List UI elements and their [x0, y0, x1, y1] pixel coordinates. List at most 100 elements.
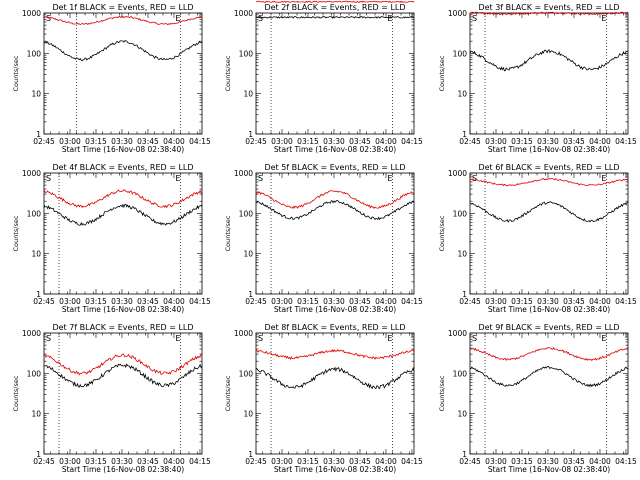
start-marker-label: S — [46, 174, 51, 183]
y-tick-label: 10 — [457, 90, 467, 99]
x-axis-label: Start Time (16-Nov-08 02:38:40) — [274, 465, 396, 474]
detector-panel-1: Det 1f BLACK = Events, RED = LLD 1 10 100 10… — [12, 3, 211, 154]
x-tick-label: 03:30 — [111, 297, 133, 306]
y-tick-label: 100 — [239, 369, 254, 378]
start-marker-label: S — [258, 174, 263, 183]
y-tick-label: 1000 — [448, 9, 467, 18]
y-tick-label: 1 — [462, 450, 467, 459]
panel-title: Det 9f BLACK = Events, RED = LLD — [478, 323, 619, 332]
y-tick-label: 10 — [457, 250, 467, 259]
series-lld — [43, 15, 203, 26]
series-lld — [469, 177, 629, 187]
x-tick-label: 04:15 — [401, 137, 423, 146]
detector-panel-9: Det 9f BLACK = Events, RED = LLD 1 10 100 10… — [438, 323, 637, 474]
detector-panel-2: Det 2f BLACK = Events, RED = LLD 1 10 100 10… — [224, 0, 423, 154]
x-tick-label: 02:45 — [459, 457, 481, 466]
y-tick-label: 100 — [453, 209, 468, 218]
x-tick-label: 04:00 — [375, 297, 397, 306]
y-axis-label: Counts/sec — [12, 215, 20, 251]
series-events — [43, 40, 203, 62]
x-tick-label: 03:30 — [537, 297, 559, 306]
x-tick-label: 03:15 — [85, 297, 107, 306]
series-events — [469, 365, 629, 388]
x-tick-label: 03:45 — [349, 457, 371, 466]
start-marker-label: S — [258, 14, 263, 23]
end-marker-label: E — [175, 334, 180, 343]
x-tick-label: 04:15 — [615, 297, 637, 306]
x-tick-label: 03:45 — [563, 297, 585, 306]
y-tick-label: 100 — [239, 209, 254, 218]
y-tick-label: 1000 — [448, 169, 467, 178]
x-tick-label: 03:30 — [323, 457, 345, 466]
x-tick-label: 03:15 — [85, 137, 107, 146]
start-marker-label: S — [472, 334, 477, 343]
y-axis-label: Counts/sec — [224, 215, 232, 251]
y-tick-label: 100 — [453, 369, 468, 378]
x-axis-label: Start Time (16-Nov-08 02:38:40) — [488, 465, 610, 474]
x-tick-label: 03:00 — [485, 297, 507, 306]
y-tick-label: 10 — [243, 250, 253, 259]
y-tick-label: 1 — [36, 290, 41, 299]
x-axis-label: Start Time (16-Nov-08 02:38:40) — [488, 305, 610, 314]
series-events — [256, 199, 415, 221]
panel-title: Det 7f BLACK = Events, RED = LLD — [52, 323, 193, 332]
x-tick-label: 03:00 — [59, 457, 81, 466]
y-axis-label: Counts/sec — [12, 375, 20, 411]
plot-frame — [469, 12, 629, 135]
x-tick-label: 03:15 — [511, 457, 533, 466]
end-marker-label: E — [387, 174, 392, 183]
x-tick-label: 03:00 — [271, 297, 293, 306]
y-tick-label: 1000 — [22, 329, 41, 338]
plot-frame — [255, 332, 415, 455]
y-tick-label: 1000 — [448, 329, 467, 338]
x-tick-label: 03:00 — [485, 137, 507, 146]
x-axis-label: Start Time (16-Nov-08 02:38:40) — [488, 145, 610, 154]
y-tick-label: 1 — [248, 450, 253, 459]
x-tick-label: 03:45 — [137, 457, 159, 466]
y-tick-label: 100 — [453, 49, 468, 58]
y-tick-label: 1000 — [234, 9, 253, 18]
x-tick-label: 04:00 — [589, 297, 611, 306]
panel-title: Det 1f BLACK = Events, RED = LLD — [52, 3, 193, 12]
x-tick-label: 04:15 — [615, 457, 637, 466]
x-tick-label: 03:45 — [137, 297, 159, 306]
x-axis-label: Start Time (16-Nov-08 02:38:40) — [62, 305, 184, 314]
x-tick-label: 03:00 — [59, 137, 81, 146]
y-tick-label: 1000 — [234, 169, 253, 178]
y-axis-label: Counts/sec — [438, 375, 446, 411]
x-tick-label: 04:00 — [163, 137, 185, 146]
y-tick-label: 1 — [248, 290, 253, 299]
x-tick-label: 02:45 — [33, 297, 55, 306]
x-tick-label: 03:00 — [271, 137, 293, 146]
x-tick-label: 03:30 — [537, 137, 559, 146]
y-tick-label: 10 — [457, 410, 467, 419]
y-tick-label: 1 — [462, 290, 467, 299]
series-events — [43, 203, 203, 226]
x-axis-label: Start Time (16-Nov-08 02:38:40) — [62, 145, 184, 154]
x-tick-label: 03:15 — [85, 457, 107, 466]
start-marker-label: S — [472, 174, 477, 183]
x-tick-label: 03:15 — [297, 457, 319, 466]
y-tick-label: 1 — [36, 130, 41, 139]
plot-frame — [43, 12, 203, 135]
series-lld — [469, 11, 629, 16]
x-tick-label: 03:00 — [485, 457, 507, 466]
end-marker-label: E — [387, 334, 392, 343]
series-lld — [469, 346, 629, 362]
x-tick-label: 02:45 — [33, 457, 55, 466]
panel-title: Det 6f BLACK = Events, RED = LLD — [478, 163, 619, 172]
series-events — [255, 366, 415, 390]
y-tick-label: 1000 — [22, 9, 41, 18]
series-lld — [255, 348, 415, 360]
y-axis-label: Counts/sec — [438, 55, 446, 91]
x-tick-label: 03:30 — [323, 137, 345, 146]
y-tick-label: 100 — [239, 49, 254, 58]
y-tick-label: 1000 — [22, 169, 41, 178]
x-tick-label: 02:45 — [245, 457, 267, 466]
series-events — [469, 49, 629, 72]
end-marker-label: E — [601, 334, 606, 343]
x-tick-label: 04:00 — [375, 457, 397, 466]
start-marker-label: S — [472, 14, 477, 23]
panel-title: Det 8f BLACK = Events, RED = LLD — [264, 323, 405, 332]
